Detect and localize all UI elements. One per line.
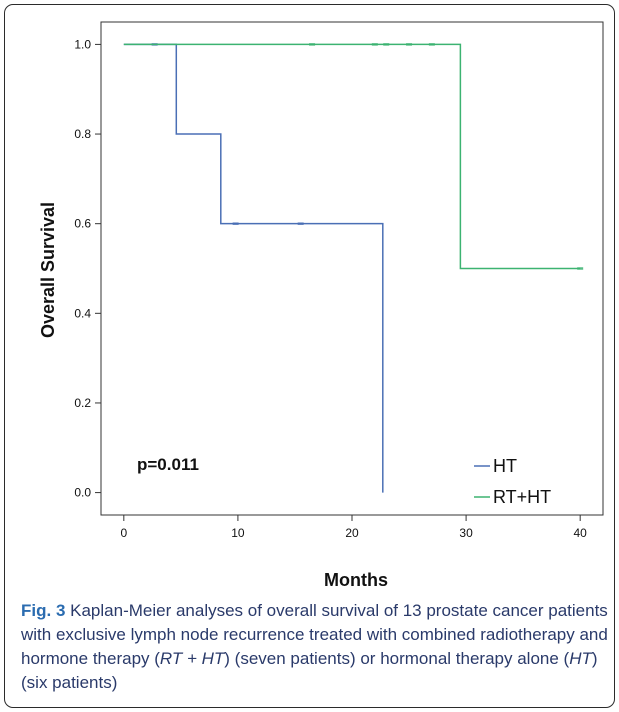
- caption-italic-2: HT: [569, 649, 592, 668]
- p-value-annotation: p=0.011: [137, 455, 199, 474]
- caption-text-2: ) (seven patients) or hormonal therapy a…: [224, 649, 570, 668]
- caption-italic-1: RT + HT: [159, 649, 225, 668]
- legend: HT RT+HT: [474, 456, 551, 507]
- legend-label-rt-ht: RT+HT: [493, 487, 551, 507]
- caption-text-3: ) (six patients): [21, 649, 598, 692]
- x-tick-label: 20: [345, 526, 359, 540]
- figure-caption: Fig. 3 Kaplan-Meier analyses of overall …: [21, 599, 609, 695]
- y-tick-label: 0.2: [74, 396, 91, 410]
- caption-label: Fig. 3: [21, 601, 66, 620]
- y-tick-label: 0.6: [74, 217, 91, 231]
- caption-text-1: Kaplan-Meier analyses of overall surviva…: [21, 601, 608, 668]
- y-tick-label: 0.8: [74, 127, 91, 141]
- x-tick-label: 0: [120, 526, 127, 540]
- y-axis: 0.0 0.2 0.4 0.6 0.8 1.0: [74, 37, 101, 500]
- y-tick-label: 1.0: [74, 37, 91, 51]
- survival-chart: 0.0 0.2 0.4 0.6 0.8 1.0 0 10 20 30 40 Overall Sur…: [38, 21, 604, 590]
- x-axis-label: Months: [324, 570, 388, 590]
- x-tick-label: 40: [574, 526, 588, 540]
- y-tick-label: 0.0: [74, 486, 91, 500]
- y-axis-label: Overall Survival: [38, 202, 58, 338]
- x-tick-label: 30: [459, 526, 473, 540]
- x-tick-label: 10: [231, 526, 245, 540]
- y-tick-label: 0.4: [74, 306, 91, 320]
- x-axis: 0 10 20 30 40: [120, 515, 587, 540]
- figure-frame: 0.0 0.2 0.4 0.6 0.8 1.0 0 10 20 30 40 Overall Sur…: [4, 4, 615, 708]
- legend-label-ht: HT: [493, 456, 517, 476]
- survival-line-rt-ht: [123, 43, 581, 270]
- series-layer: [123, 43, 584, 493]
